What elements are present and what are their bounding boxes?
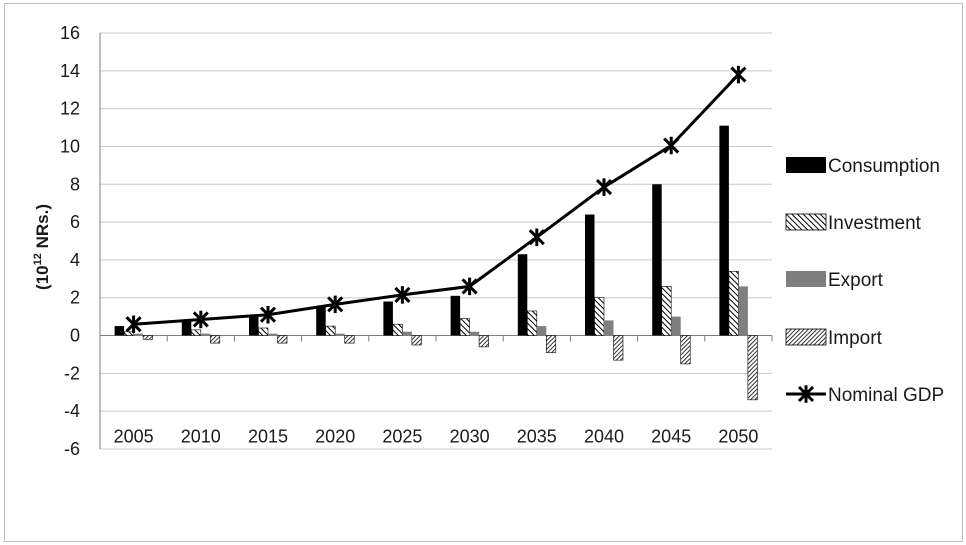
y-tick-label: 6 [70,212,80,232]
bar-consumption [114,326,125,336]
bar-consumption [316,307,326,336]
y-tick-label: 2 [70,288,80,308]
bar-export [200,333,211,336]
y-axis-label-main: (10 [33,265,52,290]
bar-export [133,333,144,336]
point-nominal-gdp [663,136,680,155]
legend-nominal-gdp-swatch-marker [797,385,815,403]
bar-import [680,335,691,365]
legend-nominal-gdp-label: Nominal GDP [828,385,944,406]
legend-investment-swatch [785,213,827,231]
legend-export-swatch [786,271,826,287]
point-nominal-gdp [259,305,277,324]
bar-investment [728,270,739,336]
axes [99,33,773,449]
legend-investment-label: Investment [828,213,922,234]
x-tick-label: 2010 [181,427,221,447]
y-tick-label: -4 [64,401,80,421]
bar-consumption [181,320,192,336]
point-nominal-gdp [327,295,344,314]
bar-investment [661,286,672,336]
y-tick-label: 14 [60,61,80,81]
y-tick-label: -2 [64,363,80,383]
y-tick-label: 8 [70,174,80,194]
point-nominal-gdp [528,228,545,246]
y-tick-label: 10 [60,136,80,156]
bar-investment [191,329,202,336]
bar-import [142,335,153,340]
bar-import [747,335,758,401]
y-tick-labels: 16 14 12 10 8 6 4 2 0 -2 -4 -6 [60,23,80,459]
x-tick-label: 2015 [248,427,288,447]
bars [114,125,758,401]
gridlines [100,32,772,450]
bar-export [402,331,412,336]
bar-consumption [249,314,259,336]
bar-import [545,335,557,353]
point-nominal-gdp [461,277,478,296]
bar-export [671,316,681,336]
x-tick-labels: 2005 2010 2015 2020 2025 2030 2035 2040 2045 2050 [114,427,759,447]
x-tick-label: 2030 [450,427,490,447]
bar-consumption [585,214,595,336]
bar-import [478,335,489,348]
bar-investment [526,310,538,336]
y-axis-label-superscript: 12 [32,253,44,265]
series-line-nominal-gdp [133,73,740,326]
legend-export-label: Export [828,270,884,291]
y-axis-label-unit: NRs.) [33,204,52,253]
gdp-line [125,65,747,333]
bar-export [469,331,480,336]
bar-import [344,335,355,344]
legend: Consumption Investment Export Import Nominal… [785,156,944,406]
y-axis-label: (1012 NRs.) [32,204,52,290]
bar-consumption [652,184,662,336]
bar-import [613,335,624,361]
bar-consumption [517,254,528,336]
bar-consumption [719,125,729,336]
point-nominal-gdp [595,178,613,196]
y-tick-label: 16 [60,23,80,43]
bar-export [335,333,345,336]
point-nominal-gdp [125,315,142,333]
bar-import [210,335,221,344]
legend-import-swatch [785,328,827,346]
x-tick-label: 2045 [651,427,691,447]
y-tick-label: -6 [64,439,80,459]
x-tick-label: 2025 [382,427,422,447]
x-tick-label: 2040 [584,427,624,447]
legend-consumption-swatch [786,157,826,173]
bar-investment [258,327,269,336]
point-nominal-gdp [192,310,209,329]
bar-investment [594,297,605,336]
bar-investment [325,325,336,336]
y-tick-label: 4 [70,250,80,270]
bar-consumption [450,295,461,336]
bar-consumption [383,301,393,336]
bar-export [536,326,547,336]
x-tick-label: 2005 [114,427,154,447]
y-tick-label: 0 [70,326,80,346]
point-nominal-gdp [394,286,411,304]
bar-export [604,320,614,336]
bar-export [738,286,748,336]
legend-consumption-label: Consumption [828,156,940,177]
x-tick-label: 2050 [718,427,758,447]
x-tick-label: 2035 [517,427,557,447]
point-nominal-gdp [730,65,747,84]
y-tick-label: 12 [60,99,80,119]
bar-investment [392,323,403,336]
bar-export [268,333,278,336]
bar-investment [459,318,470,336]
legend-import-label: Import [828,328,883,349]
bar-import [277,335,288,344]
x-tick-label: 2020 [315,427,355,447]
bar-import [411,335,422,346]
